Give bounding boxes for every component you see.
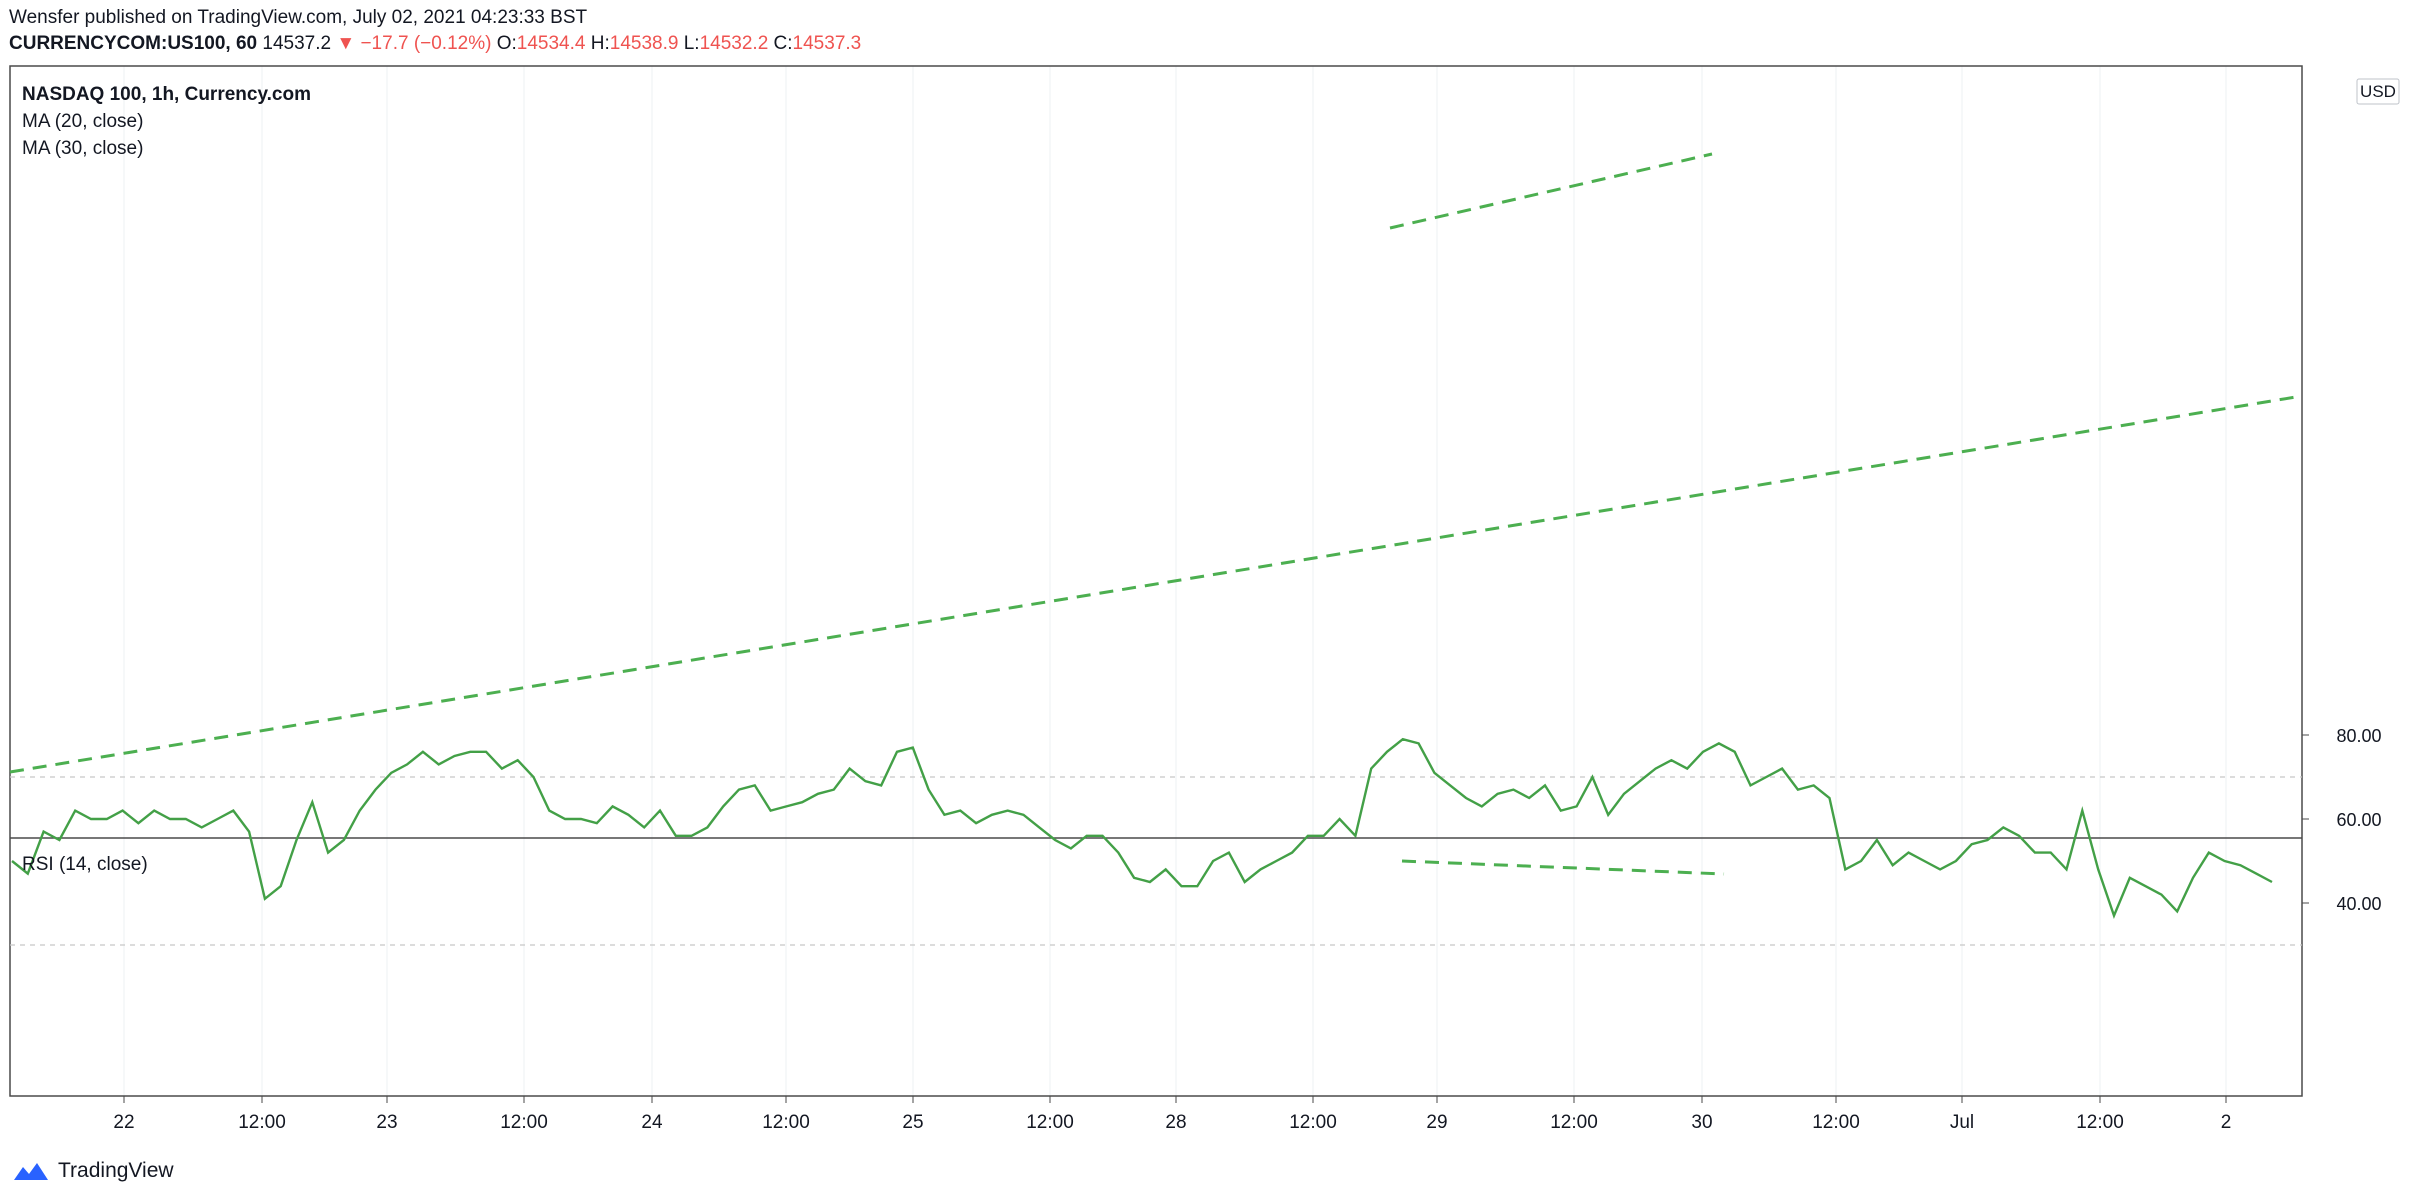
rsi-line [11,737,2273,919]
symbol-name[interactable]: CURRENCYCOM:US100, 60 [9,33,258,54]
footer-brand[interactable]: TradingView [12,1157,174,1185]
time-tick-label: 12:00 [1026,1112,1074,1133]
pane-frames [9,65,2303,1097]
tradingview-logo-icon [14,1163,48,1180]
time-tick-label: 12:00 [2076,1112,2124,1133]
time-tick-label: 12:00 [500,1112,548,1133]
currency-label: USD [2360,82,2396,101]
time-tick-label: 30 [1691,1112,1712,1133]
time-axis[interactable]: 22 12:00 23 12:00 24 12:00 25 12:00 28 12:00 29 12:… [113,1096,2231,1133]
chart-frame [9,65,2303,1097]
rsi-pane [10,737,2302,946]
time-tick-label: 24 [641,1112,663,1133]
low-label: L: [683,33,700,54]
rsi-tick-label: 40.00 [2336,894,2381,914]
close-label: C: [773,33,793,54]
last-price: 14537.2 [262,33,332,54]
footer-brand-text: TradingView [58,1159,174,1182]
rsi-tick-label: 80.00 [2336,726,2381,746]
time-tick-label: 23 [376,1112,397,1133]
legend-ma30[interactable]: MA (30, close) [22,138,143,159]
price-axis[interactable]: 40.00 60.00 80.00 [2302,78,2400,914]
time-tick-label: 12:00 [1550,1112,1598,1133]
publish-info: Wensfer published on TradingView.com, Ju… [9,7,588,28]
time-tick-label: 12:00 [1812,1112,1860,1133]
price-change: ▼ −17.7 (−0.12%) [336,33,492,54]
time-tick-label: 28 [1165,1112,1186,1133]
close-value: 14537.3 [792,33,862,54]
currency-box [2356,78,2400,105]
high-value: 14538.9 [609,33,679,54]
legend-title: NASDAQ 100, 1h, Currency.com [22,84,311,105]
time-tick-label: Jul [1950,1112,1974,1133]
time-tick-label: 22 [113,1112,134,1133]
time-tick-label: 25 [902,1112,923,1133]
open-label: O: [496,33,517,54]
resistance-trendline [1389,152,1713,230]
legend-ma20[interactable]: MA (20, close) [22,111,143,132]
trend-lines [9,152,2303,876]
rsi-tick-label: 60.00 [2336,810,2381,830]
low-value: 14532.2 [699,33,769,54]
legend-rsi[interactable]: RSI (14, close) [22,854,148,875]
high-label: H: [590,33,610,54]
open-value: 14534.4 [516,33,586,54]
grid-lines [123,66,2227,1096]
time-tick-label: 2 [2221,1112,2232,1133]
support-trendline [9,394,2303,774]
time-tick-label: 29 [1426,1112,1447,1133]
time-tick-label: 12:00 [1289,1112,1337,1133]
time-tick-label: 12:00 [238,1112,286,1133]
rsi-divergence-line [1401,859,1725,876]
time-tick-label: 12:00 [762,1112,810,1133]
chart-header: Wensfer published on TradingView.com, Ju… [0,0,2415,64]
symbol-ohlc-line: CURRENCYCOM:US100, 60 14537.2 ▼ −17.7 (−… [9,33,861,55]
